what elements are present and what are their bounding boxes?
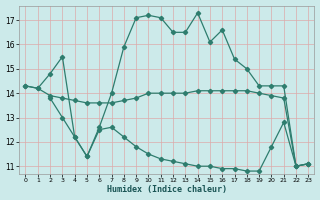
X-axis label: Humidex (Indice chaleur): Humidex (Indice chaleur): [107, 185, 227, 194]
